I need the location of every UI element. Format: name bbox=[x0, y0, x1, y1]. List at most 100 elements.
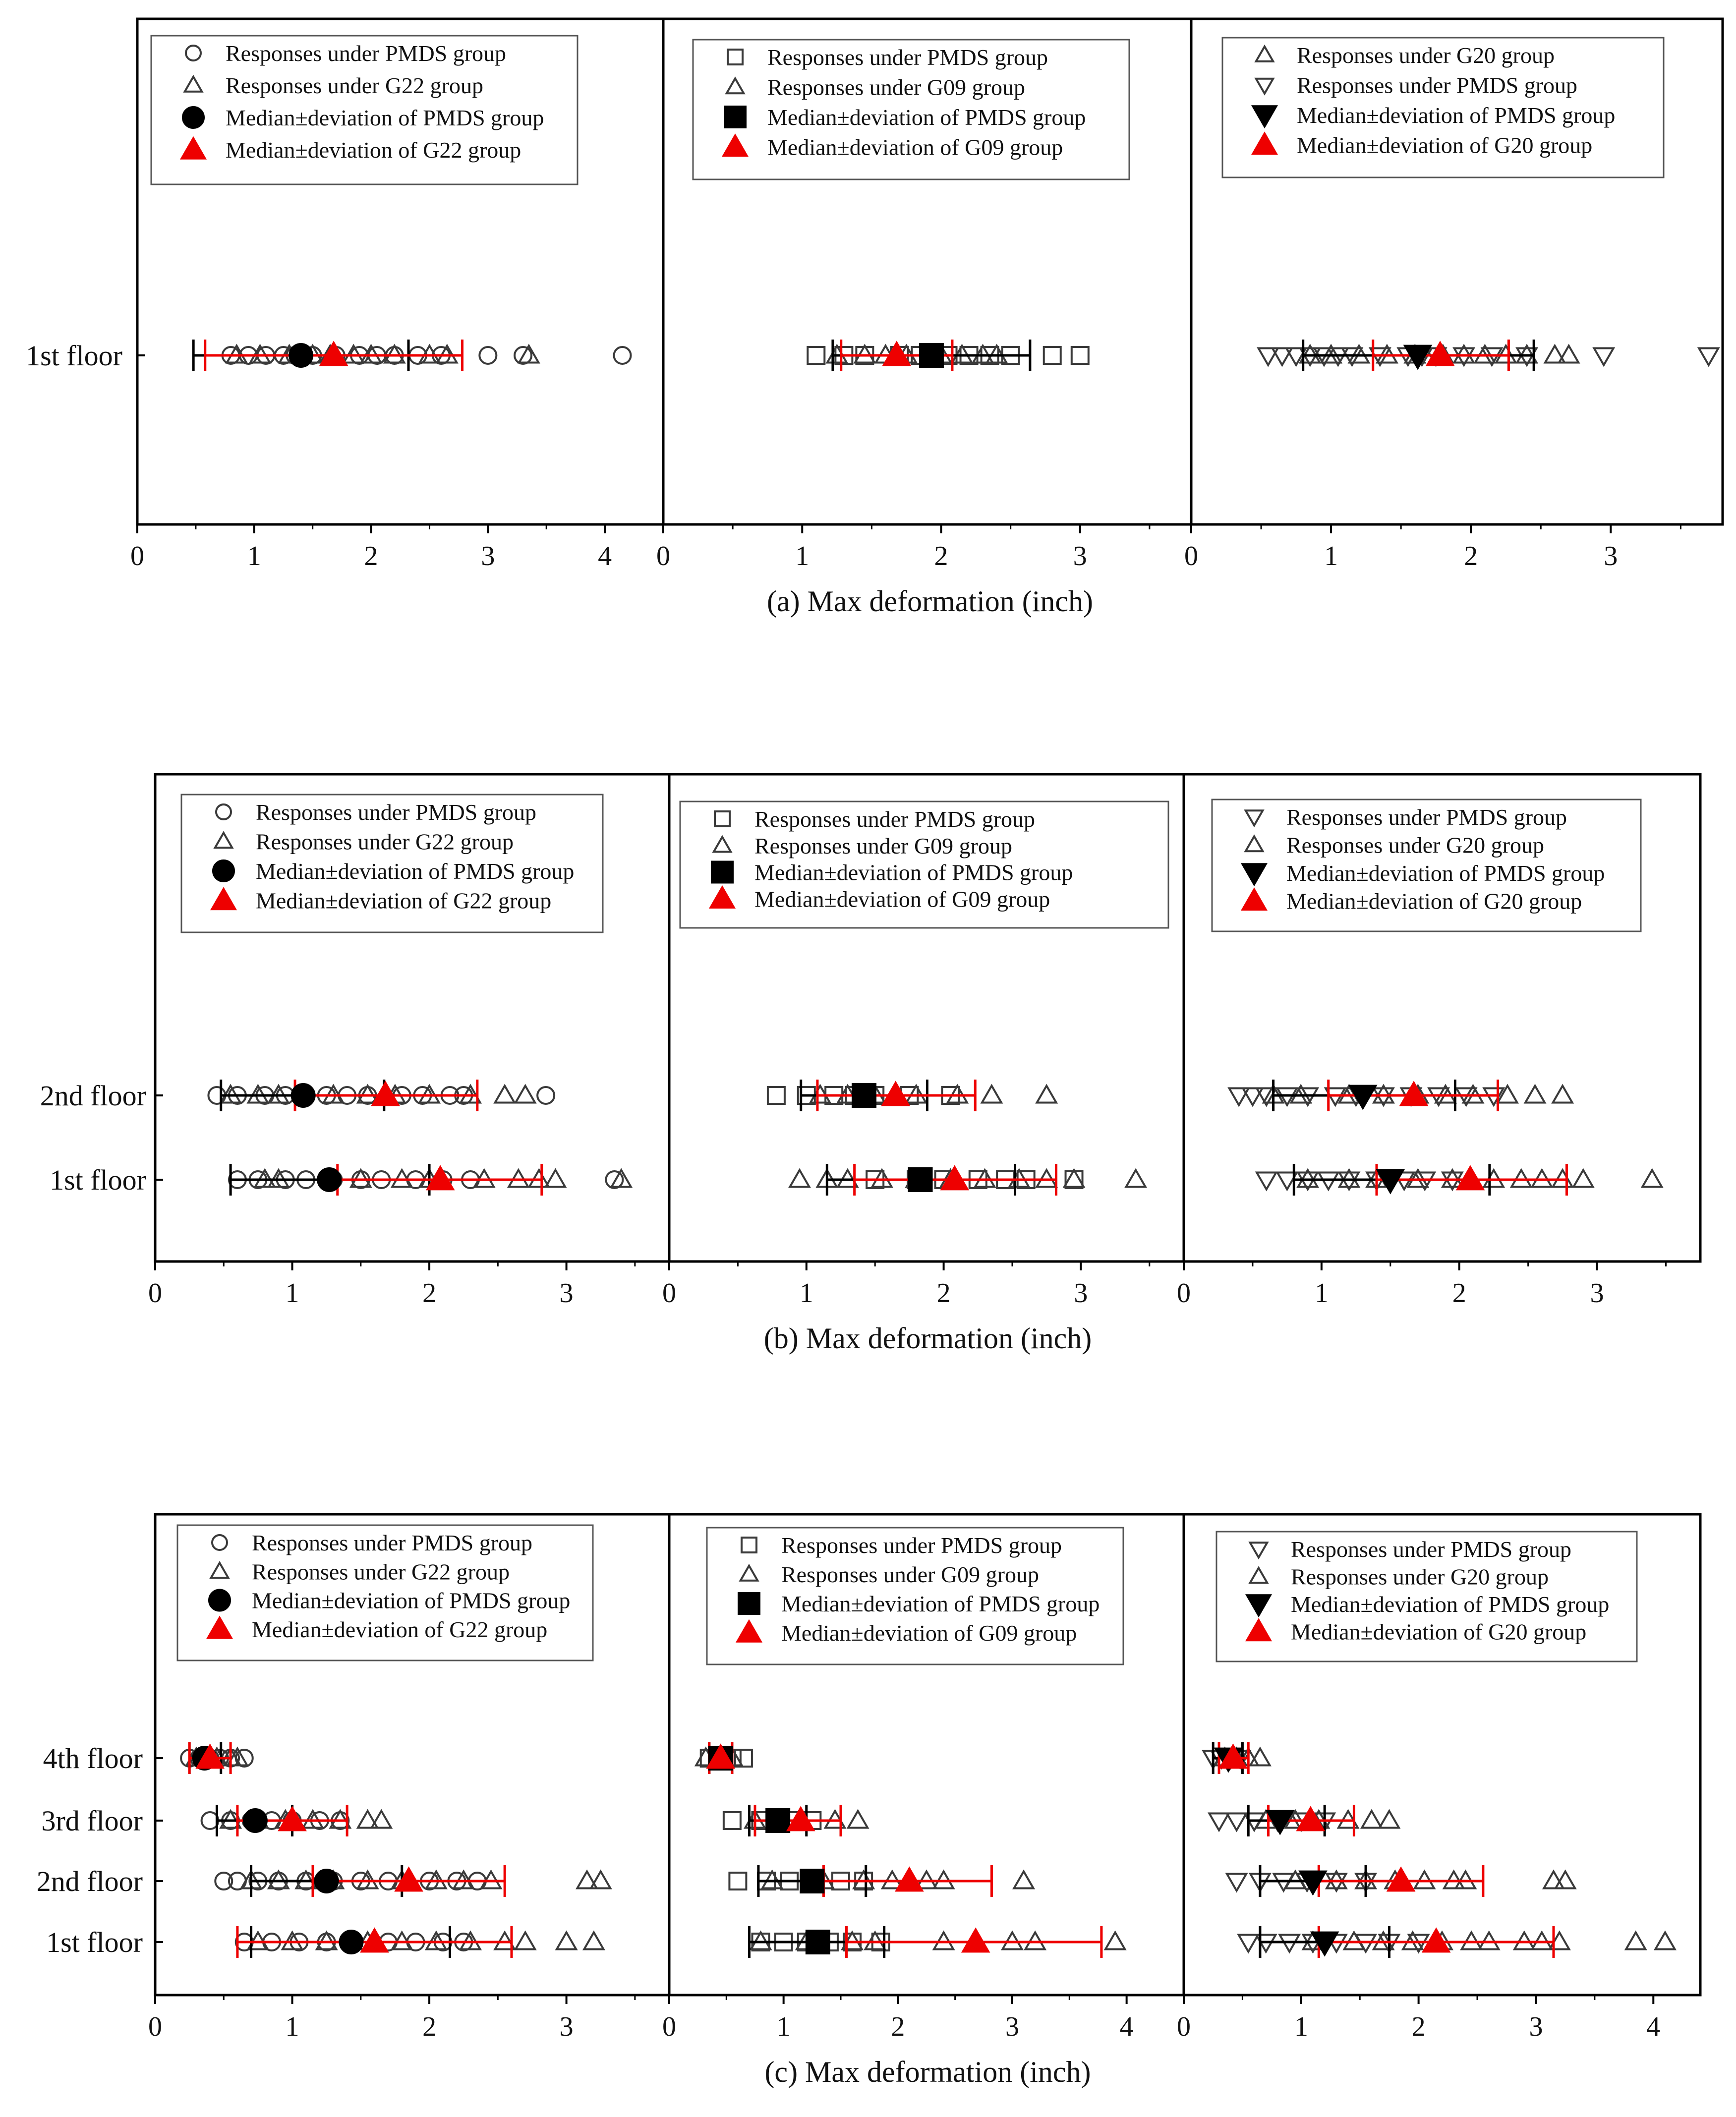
response-point bbox=[294, 1869, 318, 1889]
response-point bbox=[383, 343, 406, 364]
legend-marker bbox=[209, 1560, 230, 1579]
legend-marker bbox=[1248, 1566, 1269, 1584]
response-point bbox=[1255, 1087, 1278, 1107]
response-point bbox=[1296, 1171, 1320, 1192]
legend-label: Responses under G22 group bbox=[226, 73, 483, 98]
legend-box bbox=[176, 1524, 594, 1661]
response-point bbox=[950, 343, 974, 364]
response-point bbox=[1571, 1168, 1595, 1188]
response-point bbox=[1103, 1930, 1127, 1950]
response-point bbox=[1241, 1087, 1264, 1107]
legend-box bbox=[706, 1527, 1124, 1665]
legend-marker bbox=[739, 1563, 759, 1582]
x-tick-label: 0 bbox=[130, 541, 144, 572]
response-point bbox=[418, 1084, 441, 1104]
plot-frame bbox=[136, 17, 1724, 526]
response-point bbox=[1454, 1087, 1478, 1107]
response-point bbox=[1557, 343, 1580, 364]
response-point bbox=[370, 1809, 393, 1829]
response-point bbox=[1427, 1087, 1450, 1107]
response-point bbox=[1554, 1869, 1577, 1889]
response-point bbox=[734, 1749, 753, 1768]
panel-2: 0 1 2 3 Responses under PMDS groupResponses … bbox=[662, 801, 1169, 1309]
median-marker bbox=[706, 1743, 736, 1769]
response-point bbox=[1542, 1869, 1565, 1889]
legend-label: Responses under PMDS group bbox=[781, 1533, 1062, 1558]
response-point bbox=[555, 1930, 578, 1950]
median-marker bbox=[919, 343, 944, 368]
legend-marker bbox=[185, 45, 202, 61]
legend-label: Median±deviation of G22 group bbox=[226, 137, 521, 163]
response-point bbox=[1325, 1873, 1348, 1893]
section-c: 4th floor 3rd floor 2nd floor 1st floor 0 1 2 3… bbox=[37, 1513, 1702, 2088]
response-point bbox=[1227, 1087, 1251, 1107]
response-point bbox=[722, 1811, 742, 1830]
response-point bbox=[852, 1869, 875, 1889]
response-point bbox=[589, 1869, 612, 1889]
response-point bbox=[576, 1869, 599, 1889]
response-point bbox=[825, 343, 849, 364]
response-point bbox=[1296, 1168, 1320, 1188]
response-point bbox=[971, 343, 994, 364]
response-point bbox=[1441, 1168, 1464, 1188]
legend-marker bbox=[711, 860, 734, 884]
response-point bbox=[1271, 347, 1294, 367]
response-point bbox=[1298, 343, 1322, 364]
response-point bbox=[1342, 1930, 1366, 1950]
response-point bbox=[1007, 1168, 1031, 1188]
median-marker bbox=[800, 1869, 825, 1893]
response-point bbox=[980, 1084, 1003, 1104]
median-marker bbox=[1421, 1927, 1451, 1953]
response-point bbox=[1317, 1171, 1340, 1192]
legend-marker bbox=[210, 887, 237, 911]
legend-marker bbox=[1254, 77, 1275, 96]
legend-marker bbox=[725, 76, 746, 95]
response-point bbox=[1454, 1869, 1477, 1889]
x-tick-label: 4 bbox=[1120, 2011, 1134, 2042]
response-point bbox=[1441, 1171, 1464, 1192]
response-point bbox=[1337, 1171, 1361, 1192]
legend-marker bbox=[712, 835, 733, 853]
x-tick-label: 0 bbox=[656, 541, 670, 572]
legend-marker bbox=[741, 1537, 757, 1553]
floor-label: 3rd floor bbox=[41, 1805, 143, 1837]
response-point bbox=[1592, 347, 1616, 367]
median-marker bbox=[1310, 1931, 1339, 1957]
legend-marker bbox=[1254, 44, 1275, 62]
response-point bbox=[322, 1084, 345, 1104]
response-point bbox=[1653, 1930, 1677, 1950]
response-point bbox=[248, 343, 272, 364]
legend-label: Responses under G09 group bbox=[754, 833, 1012, 858]
response-point bbox=[301, 1809, 325, 1829]
response-point bbox=[946, 1084, 969, 1104]
response-point bbox=[1551, 1168, 1574, 1188]
legend-marker bbox=[738, 1592, 760, 1615]
legend-marker bbox=[183, 74, 204, 93]
response-point bbox=[1283, 1809, 1307, 1829]
response-point bbox=[1551, 1084, 1574, 1104]
legend-label: Median±deviation of PMDS group bbox=[226, 105, 544, 130]
response-point bbox=[1012, 1869, 1036, 1889]
x-tick-label: 3 bbox=[1073, 541, 1087, 572]
legend-label: Median±deviation of G20 group bbox=[1297, 133, 1592, 158]
x-tick-label: 0 bbox=[148, 2011, 162, 2042]
legend-label: Median±deviation of PMDS group bbox=[1291, 1592, 1609, 1617]
response-point bbox=[1375, 343, 1398, 364]
response-point bbox=[281, 1930, 304, 1950]
x-tick-label: 2 bbox=[422, 2011, 436, 2042]
floor-label: 1st floor bbox=[50, 1164, 146, 1196]
legend-label: Responses under PMDS group bbox=[256, 800, 536, 825]
response-point bbox=[1340, 347, 1364, 367]
section-caption: (c) Max deformation (inch) bbox=[764, 2056, 1091, 2088]
median-marker bbox=[278, 1806, 307, 1831]
median-marker bbox=[895, 1866, 924, 1892]
response-point bbox=[536, 1086, 556, 1105]
response-point bbox=[493, 1084, 517, 1104]
